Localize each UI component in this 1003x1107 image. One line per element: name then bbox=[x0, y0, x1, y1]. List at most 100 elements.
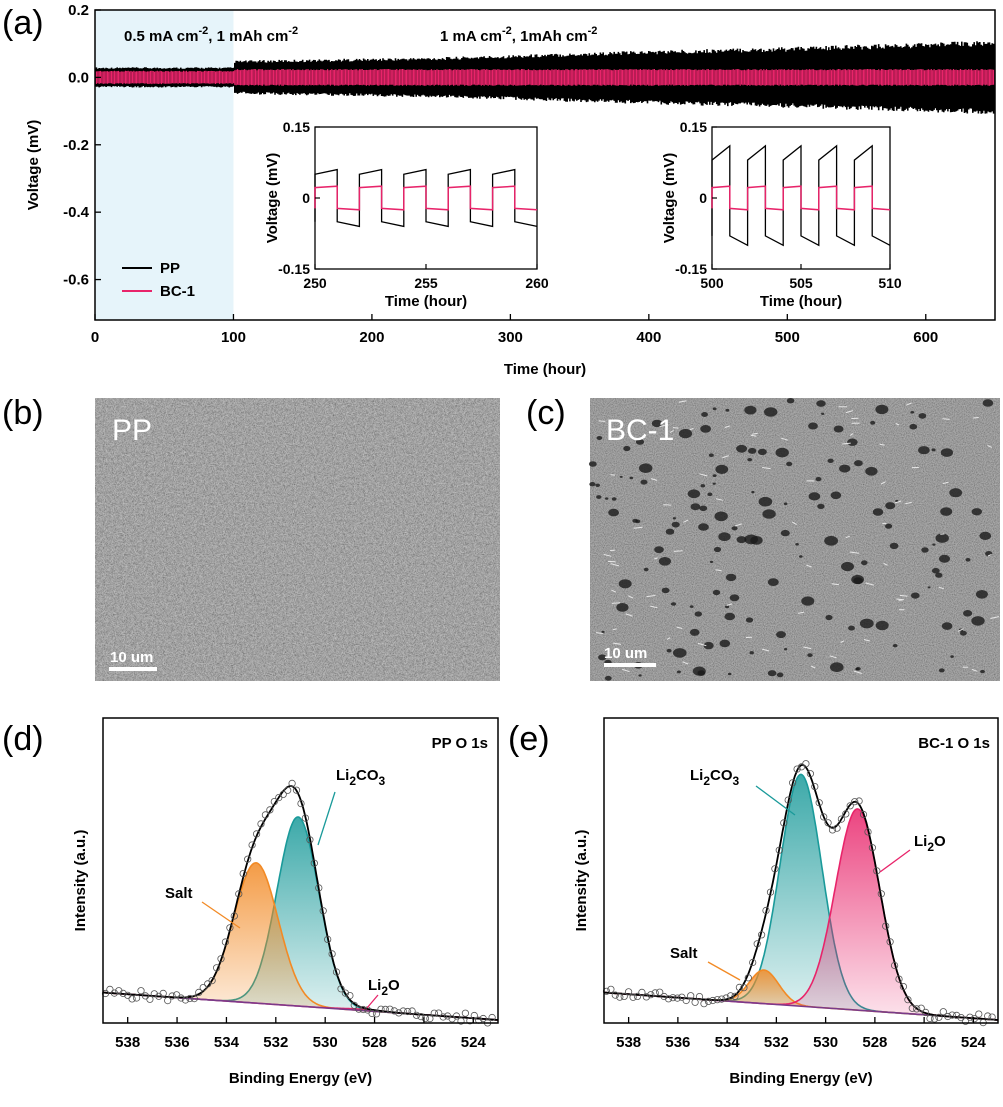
sem-pore bbox=[736, 444, 748, 453]
inset-y-axis-title: Voltage (mV) bbox=[264, 153, 281, 244]
sem-pore bbox=[616, 603, 629, 612]
sem-pore bbox=[618, 579, 632, 589]
sem-pore bbox=[910, 411, 915, 414]
raw-data-point bbox=[616, 993, 624, 1001]
sem-pore bbox=[854, 460, 863, 467]
voltage-series-group bbox=[95, 41, 995, 114]
series-bc1-trace bbox=[95, 69, 995, 86]
sem-pore bbox=[709, 560, 714, 564]
inset-series-pp bbox=[314, 168, 538, 228]
x-tick-label: 534 bbox=[214, 1034, 240, 1051]
raw-data-point bbox=[624, 988, 633, 996]
sem-pp-label: PP bbox=[112, 414, 152, 447]
scale-bar-bc1-label: 10 um bbox=[604, 645, 647, 662]
x-tick-label: 0 bbox=[91, 329, 99, 346]
sem-pore bbox=[758, 496, 773, 507]
raw-data-point bbox=[133, 994, 141, 1002]
raw-data-point bbox=[939, 1008, 947, 1016]
raw-data-point bbox=[695, 992, 704, 1001]
sem-bright-edge bbox=[673, 550, 683, 552]
raw-data-point bbox=[762, 906, 770, 915]
raw-data-point bbox=[952, 1011, 961, 1020]
raw-data-point bbox=[726, 992, 735, 1000]
raw-data-point bbox=[656, 988, 664, 996]
sem-pore bbox=[699, 505, 708, 512]
scale-bar-pp bbox=[109, 667, 157, 671]
sem-pore bbox=[725, 408, 730, 412]
sem-pore bbox=[712, 482, 716, 485]
sem-pore bbox=[639, 463, 653, 474]
sem-bright-edge bbox=[853, 670, 862, 674]
sem-pore bbox=[718, 532, 731, 542]
raw-data-point bbox=[346, 991, 354, 1000]
x-tick-label: 536 bbox=[165, 1034, 190, 1051]
raw-data-point bbox=[886, 938, 894, 946]
raw-data-point bbox=[647, 991, 655, 999]
raw-data-point bbox=[372, 1010, 381, 1018]
sem-pore bbox=[673, 648, 687, 658]
sem-bright-edge bbox=[669, 430, 674, 433]
sem-pore bbox=[830, 662, 844, 673]
raw-data-point bbox=[851, 798, 859, 806]
sem-bright-edge bbox=[724, 425, 730, 428]
y-tick-label: 0.2 bbox=[68, 2, 89, 19]
raw-data-point bbox=[390, 1007, 398, 1015]
sem-bright-edge bbox=[639, 436, 646, 439]
sem-bright-edge bbox=[726, 603, 733, 606]
sem-bright-edge bbox=[971, 668, 978, 672]
sem-pore bbox=[918, 446, 930, 455]
sem-pore bbox=[971, 616, 985, 626]
x-tick-label: 538 bbox=[115, 1034, 140, 1051]
sem-bright-edge bbox=[880, 481, 886, 485]
raw-data-point bbox=[128, 995, 136, 1003]
inset-chart-250-260: 250 255 260 0.15 0 -0.15 Time (hour) Voltage (m… bbox=[264, 119, 549, 310]
sem-bright-edge bbox=[650, 605, 658, 609]
sem-bright-edge bbox=[863, 639, 870, 642]
sem-pore bbox=[808, 422, 818, 430]
y-axis-title: Intensity (a.u.) bbox=[573, 830, 590, 932]
scale-bar-pp-label: 10 um bbox=[110, 649, 153, 666]
x-tick-label: 532 bbox=[263, 1034, 288, 1051]
raw-data-point bbox=[620, 992, 628, 1001]
sem-pore bbox=[940, 507, 953, 516]
raw-data-point bbox=[235, 890, 243, 898]
sem-pore bbox=[885, 523, 893, 529]
raw-data-point bbox=[324, 935, 332, 944]
raw-data-point bbox=[846, 802, 854, 810]
sem-pore bbox=[875, 620, 889, 631]
sem-pore bbox=[941, 622, 953, 630]
sem-bright-edge bbox=[938, 586, 945, 590]
raw-data-point bbox=[704, 997, 713, 1006]
raw-data-point bbox=[430, 1009, 438, 1017]
raw-data-point bbox=[895, 975, 903, 983]
raw-data-point bbox=[399, 1007, 407, 1015]
sem-pore bbox=[940, 448, 954, 457]
sem-pore bbox=[714, 511, 728, 522]
sem-pore bbox=[595, 483, 601, 487]
sem-pore bbox=[786, 398, 795, 404]
raw-data-point bbox=[279, 790, 287, 799]
raw-data-point bbox=[395, 1009, 403, 1017]
sem-pore bbox=[807, 653, 813, 658]
sem-pore bbox=[670, 602, 677, 606]
sem-pore bbox=[855, 667, 859, 671]
raw-data-point bbox=[687, 992, 695, 1000]
raw-data-point bbox=[341, 989, 349, 997]
sem-pore bbox=[724, 612, 736, 621]
sem-pore bbox=[767, 670, 777, 677]
sem-pore bbox=[808, 492, 821, 501]
plot-frame bbox=[94, 9, 996, 321]
sem-pore bbox=[689, 628, 700, 636]
raw-data-point bbox=[904, 996, 912, 1004]
raw-data-point bbox=[319, 907, 327, 915]
sem-bright-edge bbox=[845, 410, 854, 414]
inset-series-pp bbox=[711, 144, 891, 247]
sem-bright-edge bbox=[829, 655, 837, 659]
sem-pore bbox=[727, 672, 732, 676]
sem-pore bbox=[833, 425, 844, 433]
inset-x-tick-label: 260 bbox=[525, 275, 549, 291]
raw-data-point bbox=[417, 1012, 425, 1021]
raw-data-point bbox=[682, 996, 690, 1005]
raw-data-point bbox=[815, 799, 823, 807]
